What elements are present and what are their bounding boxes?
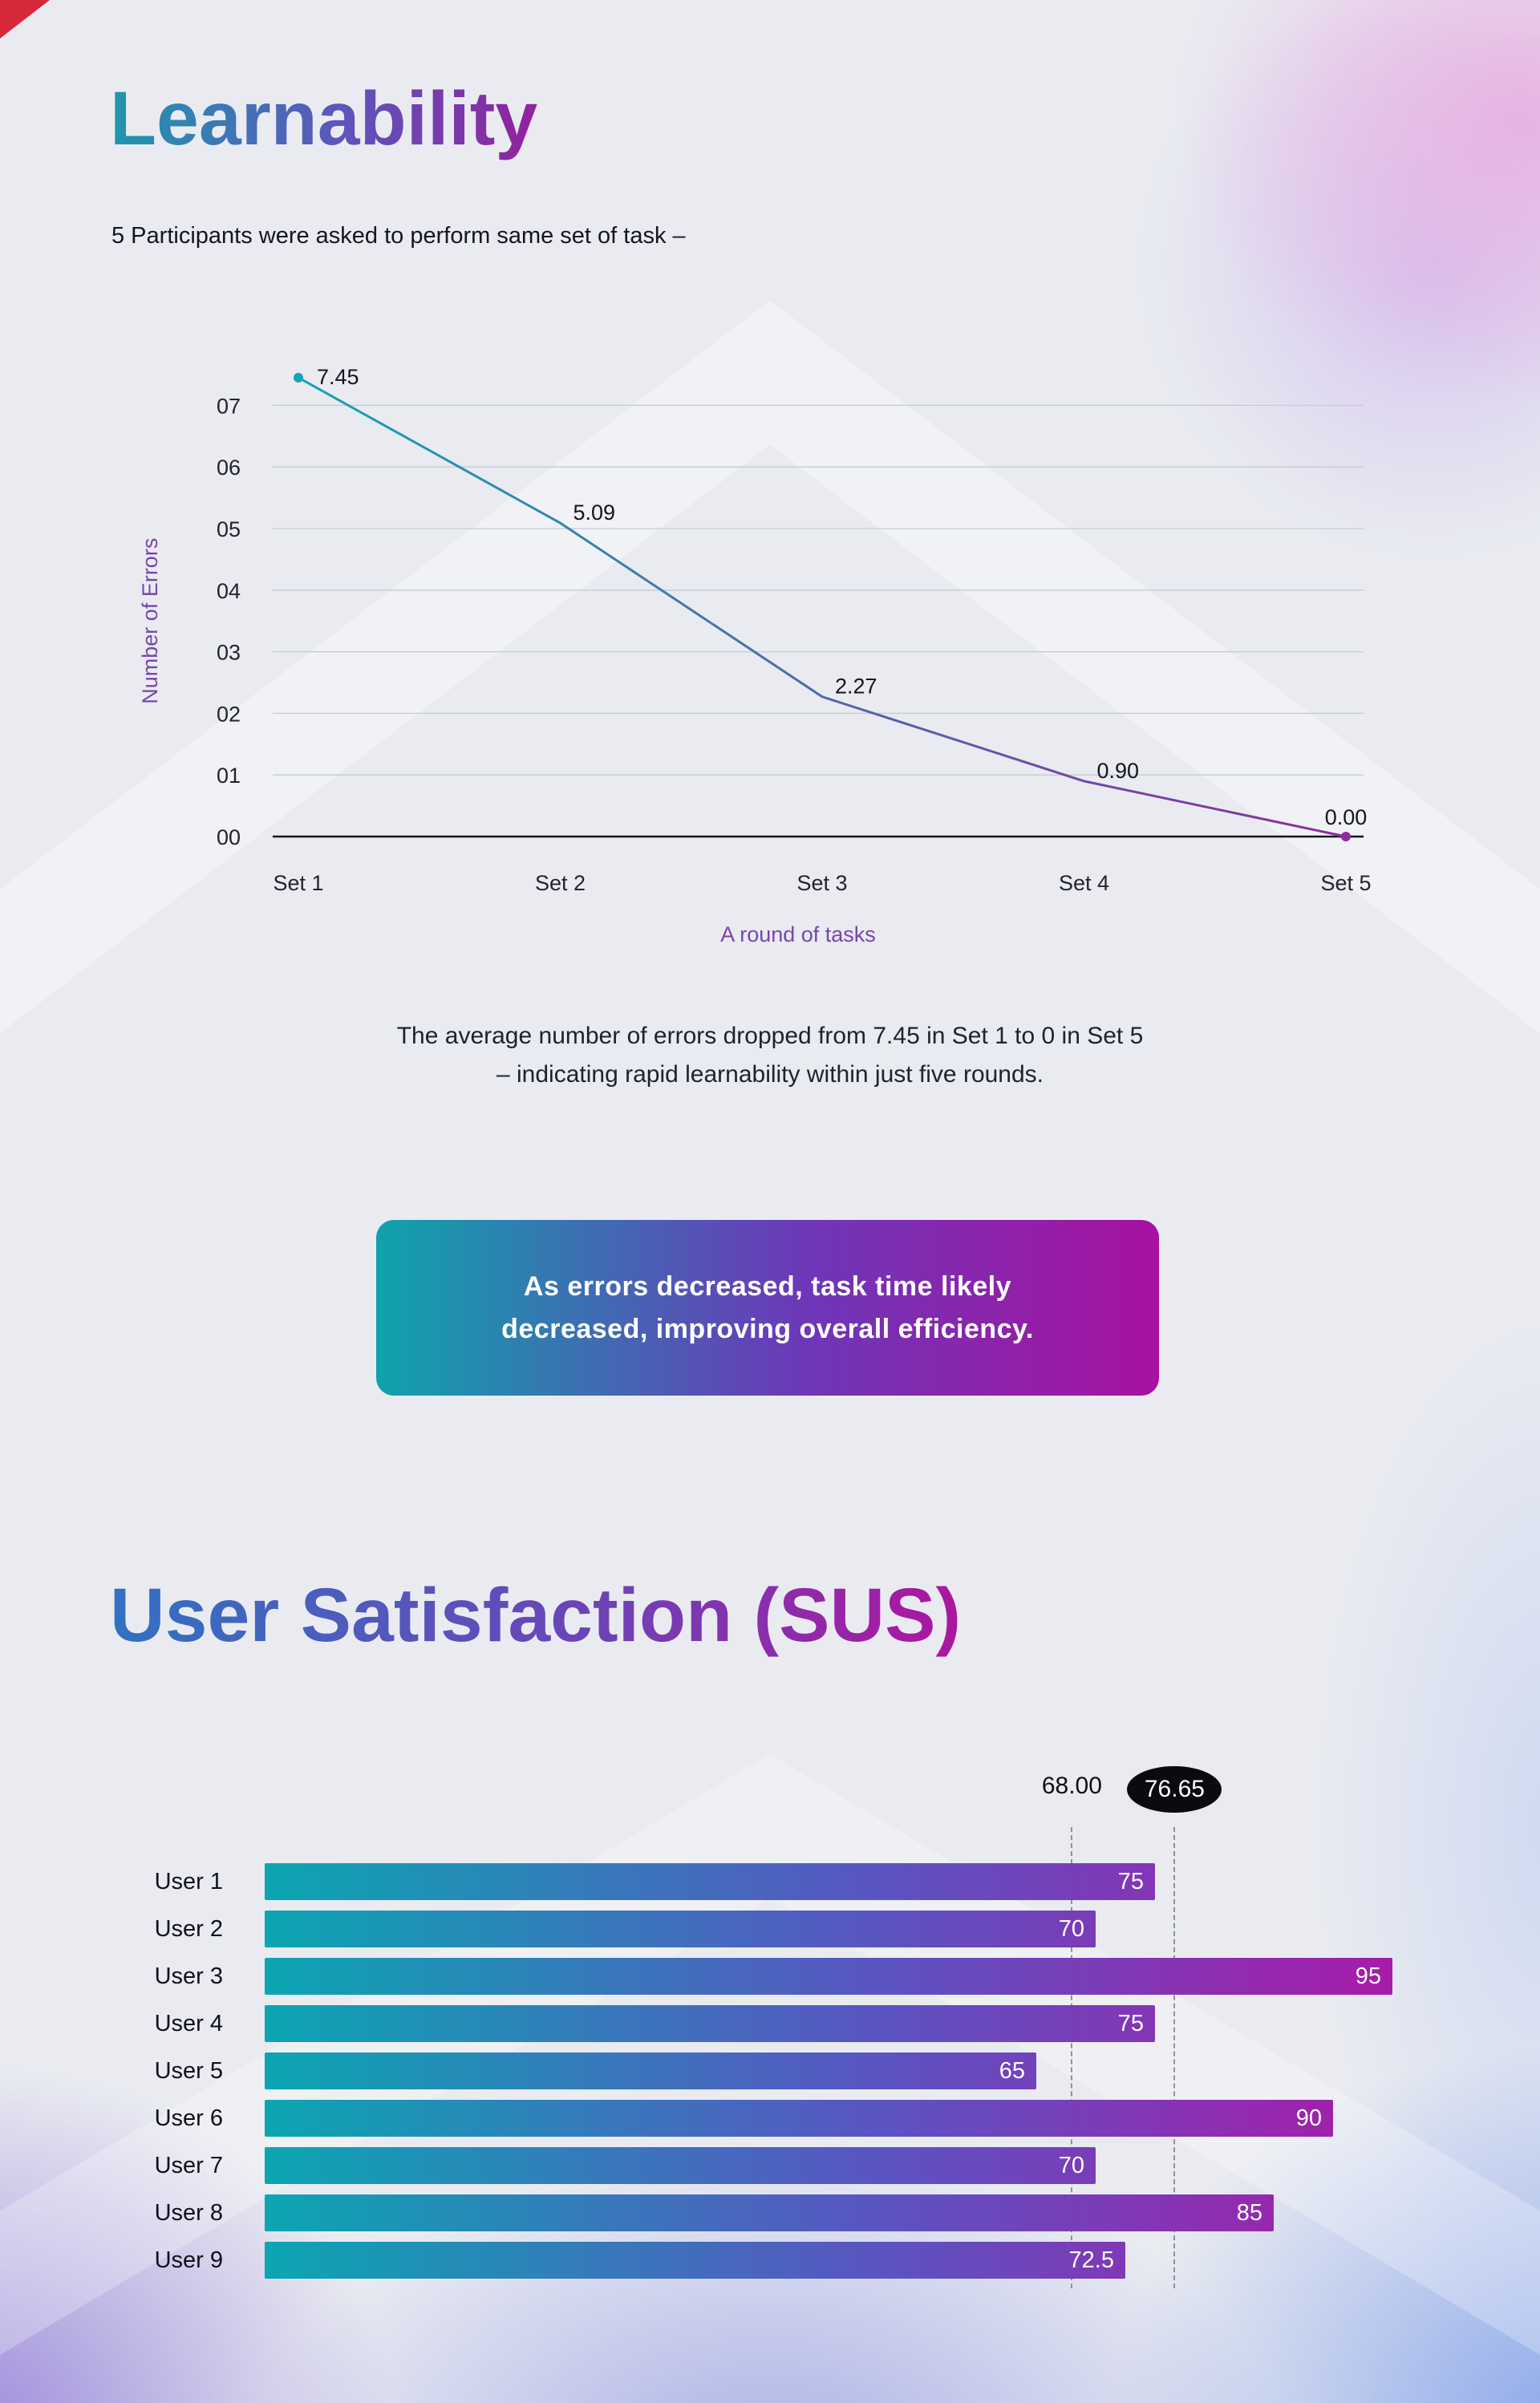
bar-category-label: User 6 — [154, 2105, 223, 2131]
average-score-badge: 76.65 — [1127, 1766, 1222, 1813]
reference-line — [1071, 1827, 1073, 2288]
learnability-title: Learnability — [110, 76, 538, 161]
y-axis-title: Number of Errors — [138, 538, 162, 704]
bar-value-label: 75 — [1117, 1868, 1144, 1894]
bar-category-label: User 4 — [154, 2010, 223, 2036]
score-bar: 90 — [265, 2100, 1333, 2137]
bar-value-label: 75 — [1117, 2010, 1144, 2036]
bar-row-user-2: User 2 70 — [0, 1911, 1392, 1947]
sus-title: User Satisfaction (SUS) — [110, 1573, 962, 1658]
point-value-label: 7.45 — [317, 365, 359, 389]
bar-value-label: 70 — [1058, 1915, 1084, 1942]
bar-value-label: 65 — [999, 2057, 1025, 2084]
bar-category-label: User 9 — [154, 2247, 223, 2273]
bar-category-label: User 3 — [154, 1963, 223, 1989]
corner-accent-shape — [0, 0, 50, 38]
bar-category-label: User 5 — [154, 2057, 223, 2084]
bar-row-user-1: User 1 75 — [0, 1863, 1392, 1900]
bar-row-user-8: User 8 85 — [0, 2194, 1392, 2231]
y-tick-label: 02 — [217, 702, 241, 726]
y-tick-label: 06 — [217, 456, 241, 480]
caption-line-1: The average number of errors dropped fro… — [396, 1023, 1144, 1049]
score-bar: 70 — [265, 2147, 1096, 2184]
bar-value-label: 70 — [1058, 2152, 1084, 2178]
insight-callout: As errors decreased, task time likely de… — [376, 1220, 1159, 1396]
caption-line-2: – indicating rapid learnability within j… — [496, 1061, 1044, 1088]
bar-category-label: User 1 — [154, 1868, 223, 1894]
bar-value-label: 95 — [1355, 1963, 1381, 1989]
y-tick-label: 04 — [217, 579, 241, 603]
bar-row-user-7: User 7 70 — [0, 2147, 1392, 2184]
bar-value-label: 72.5 — [1068, 2247, 1114, 2273]
start-point-dot — [294, 372, 303, 383]
score-bar: 70 — [265, 1911, 1096, 1947]
reference-line — [1173, 1827, 1176, 2288]
bar-value-label: 90 — [1295, 2105, 1322, 2131]
y-tick-label: 05 — [217, 517, 241, 541]
bar-value-label: 85 — [1236, 2199, 1262, 2226]
learnability-caption: The average number of errors dropped fro… — [0, 1017, 1540, 1094]
learnability-subtitle: 5 Participants were asked to perform sam… — [111, 223, 686, 249]
bar-row-user-3: User 3 95 — [0, 1958, 1392, 1995]
y-tick-label: 01 — [217, 764, 241, 788]
errors-line — [298, 376, 1347, 838]
end-point-dot — [1341, 832, 1351, 841]
bar-row-user-4: User 4 75 — [0, 2005, 1392, 2042]
y-tick-label: 00 — [217, 825, 241, 849]
x-tick-label: Set 5 — [1320, 871, 1371, 895]
x-axis-title: A round of tasks — [720, 922, 876, 946]
bar-row-user-5: User 5 65 — [0, 2052, 1392, 2089]
y-tick-label: 07 — [217, 394, 241, 418]
callout-line-1: As errors decreased, task time likely — [523, 1270, 1012, 1302]
bar-rows: User 1 75 User 2 70 User 3 95 User 4 75 User 5 65… — [0, 1863, 1392, 2289]
benchmark-score-label: 68.00 — [1041, 1773, 1102, 1799]
sus-bar-chart: 68.00 76.65 User 1 75 User 2 70 User 3 95 User … — [0, 1749, 1540, 2326]
x-tick-label: Set 1 — [273, 871, 323, 895]
score-bar: 65 — [265, 2052, 1036, 2089]
bar-row-user-6: User 6 90 — [0, 2100, 1392, 2137]
bar-category-label: User 7 — [154, 2152, 223, 2178]
bar-row-user-9: User 9 72.5 — [0, 2242, 1392, 2279]
x-tick-label: Set 2 — [535, 871, 586, 895]
y-tick-label: 03 — [217, 641, 241, 665]
bar-category-label: User 8 — [154, 2199, 223, 2226]
score-bar: 95 — [265, 1958, 1392, 1995]
point-value-label: 0.00 — [1325, 805, 1368, 829]
errors-line-chart: 00 01 02 03 04 05 06 07 Set 1 Set 2 Set 3 Set 4 Set … — [138, 365, 1372, 946]
score-bar: 85 — [265, 2194, 1274, 2231]
bar-category-label: User 2 — [154, 1915, 223, 1942]
x-tick-label: Set 3 — [796, 871, 847, 895]
score-bar: 75 — [265, 1863, 1155, 1900]
point-value-label: 0.90 — [1097, 759, 1140, 783]
score-bar: 72.5 — [265, 2242, 1125, 2279]
score-bar: 75 — [265, 2005, 1155, 2042]
callout-line-2: decreased, improving overall efficiency. — [501, 1313, 1034, 1344]
point-value-label: 2.27 — [835, 675, 877, 699]
point-value-label: 5.09 — [573, 500, 616, 525]
x-tick-label: Set 4 — [1059, 871, 1109, 895]
